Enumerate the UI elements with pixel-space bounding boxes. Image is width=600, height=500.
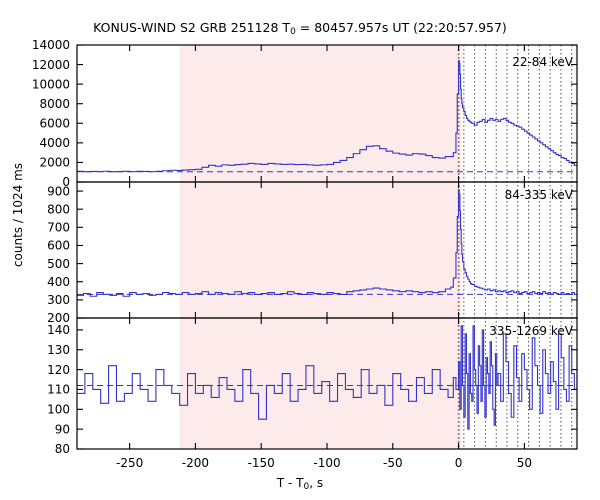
light-curve-bottom <box>77 325 577 430</box>
x-axis-label-subscript: 0 <box>303 482 310 492</box>
light-curve-middle <box>77 189 577 297</box>
y-tick-label: 200 <box>47 311 70 325</box>
y-tick-label: 80 <box>55 442 70 456</box>
y-tick-label: 900 <box>47 184 70 198</box>
y-tick-label: 10000 <box>32 77 70 91</box>
y-tick-label: 600 <box>47 239 70 253</box>
x-axis-label-main: T - T <box>276 476 304 490</box>
y-tick-label: 120 <box>47 363 70 377</box>
x-tick-label: -100 <box>313 456 340 470</box>
x-tick-label: -200 <box>182 456 209 470</box>
y-tick-label: 2000 <box>39 156 70 170</box>
y-tick-label: 700 <box>47 221 70 235</box>
y-tick-label: 0 <box>62 175 70 189</box>
figure-title: KONUS-WIND S2 GRB 251128 T0 = 80457.957s… <box>0 20 600 37</box>
x-axis-label: T - T0, s <box>0 476 600 492</box>
y-tick-label: 14000 <box>32 38 70 52</box>
y-tick-label: 90 <box>55 422 70 436</box>
x-tick-label: 0 <box>455 456 463 470</box>
figure-title-main: KONUS-WIND S2 GRB 251128 T <box>93 20 291 35</box>
figure-title-subscript: 0 <box>290 27 296 37</box>
x-tick-label: -50 <box>383 456 403 470</box>
light-curve-top <box>77 60 577 173</box>
x-axis-label-rest: , s <box>309 476 324 490</box>
y-tick-label: 4000 <box>39 136 70 150</box>
x-tick-label: 50 <box>517 456 532 470</box>
band-label-bottom: 335-1269 keV <box>489 324 573 338</box>
y-axis-label: counts / 1024 ms <box>11 162 25 268</box>
y-tick-label: 400 <box>47 275 70 289</box>
x-tick-label: -250 <box>116 456 143 470</box>
y-tick-label: 500 <box>47 257 70 271</box>
band-label-top: 22-84 keV <box>512 55 573 69</box>
y-tick-label: 800 <box>47 202 70 216</box>
x-tick-label: -150 <box>248 456 275 470</box>
y-tick-label: 140 <box>47 323 70 337</box>
band-label-middle: 84-335 keV <box>504 188 573 202</box>
y-tick-label: 300 <box>47 293 70 307</box>
figure-title-rest: = 80457.957s UT (22:20:57.957) <box>295 20 507 35</box>
y-tick-label: 8000 <box>39 97 70 111</box>
y-tick-label: 12000 <box>32 58 70 72</box>
y-tick-label: 100 <box>47 403 70 417</box>
y-tick-label: 110 <box>47 383 70 397</box>
y-tick-label: 6000 <box>39 116 70 130</box>
y-tick-label: 130 <box>47 343 70 357</box>
